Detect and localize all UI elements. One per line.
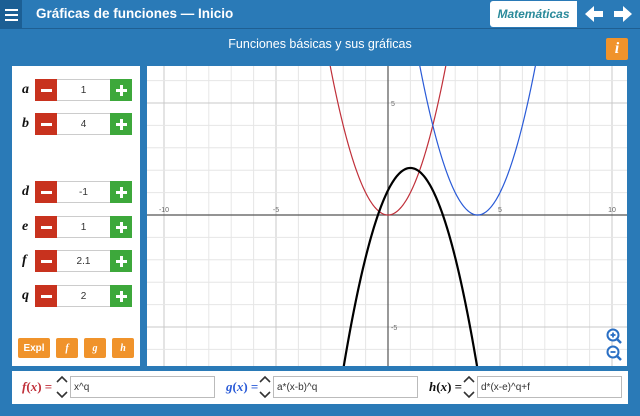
f-curve bbox=[329, 66, 447, 216]
increment-q-button[interactable] bbox=[110, 285, 132, 307]
x-tick-label: 10 bbox=[608, 207, 616, 214]
toggle-f-button[interactable]: f bbox=[56, 338, 78, 358]
decrement-f-button[interactable] bbox=[35, 250, 57, 272]
g-curve bbox=[419, 66, 536, 216]
h-label: h(x) = bbox=[429, 379, 463, 394]
chevron-up-icon[interactable] bbox=[463, 375, 475, 383]
zoom-out-icon bbox=[606, 345, 622, 361]
decrement-a-button[interactable] bbox=[35, 79, 57, 101]
arrow-left-icon bbox=[585, 6, 603, 22]
f-label: f(x) = bbox=[22, 379, 53, 394]
x-tick-label: 5 bbox=[498, 207, 502, 214]
g-stepper[interactable] bbox=[259, 375, 271, 399]
x-tick-label: -10 bbox=[159, 207, 169, 214]
chevron-up-icon[interactable] bbox=[56, 375, 68, 383]
expl-button[interactable]: Expl bbox=[18, 338, 50, 358]
previous-button[interactable] bbox=[581, 2, 607, 26]
page-subtitle: Funciones básicas y sus gráficas bbox=[228, 37, 412, 51]
param-row-e: e 1 bbox=[12, 216, 140, 238]
param-label: a bbox=[22, 82, 29, 97]
param-row-a: a 1 bbox=[12, 79, 140, 101]
increment-a-button[interactable] bbox=[110, 79, 132, 101]
top-bar: Gráficas de funciones — Inicio Matemátic… bbox=[0, 0, 640, 29]
increment-e-button[interactable] bbox=[110, 216, 132, 238]
increment-d-button[interactable] bbox=[110, 181, 132, 203]
value-b-field[interactable]: 4 bbox=[57, 113, 110, 135]
menu-button[interactable] bbox=[0, 0, 22, 29]
value-d-field[interactable]: -1 bbox=[57, 181, 110, 203]
param-label: q bbox=[22, 288, 29, 303]
param-row-q: q 2 bbox=[12, 285, 140, 307]
value-e-field[interactable]: 1 bbox=[57, 216, 110, 238]
hamburger-menu-icon bbox=[4, 8, 18, 11]
graph-canvas[interactable]: -10 -5 5 10 5 -5 bbox=[147, 66, 627, 366]
info-button[interactable]: i bbox=[606, 38, 628, 60]
param-label: f bbox=[22, 253, 27, 268]
y-tick-label: 5 bbox=[391, 101, 395, 108]
param-label: d bbox=[22, 184, 29, 199]
next-button[interactable] bbox=[610, 2, 636, 26]
x-tick-label: -5 bbox=[273, 207, 279, 214]
f-expression-input[interactable]: x^q bbox=[70, 376, 215, 398]
param-row-f: f 2.1 bbox=[12, 250, 140, 272]
arrow-right-icon bbox=[614, 6, 632, 22]
increment-f-button[interactable] bbox=[110, 250, 132, 272]
param-row-b: b 4 bbox=[12, 113, 140, 135]
formula-bar: f(x) = x^q g(x) = a*(x-b)^q h(x) = d*(x-… bbox=[12, 371, 628, 404]
chevron-down-icon[interactable] bbox=[259, 391, 271, 399]
param-label: b bbox=[22, 116, 29, 131]
h-stepper[interactable] bbox=[463, 375, 475, 399]
parameter-panel: a 1 b 4 d -1 e 1 f 2.1 q 2 Expl f g h bbox=[12, 66, 140, 366]
subject-tab[interactable]: Matemáticas bbox=[490, 1, 577, 27]
function-plot: -10 -5 5 10 5 -5 bbox=[147, 66, 627, 366]
chevron-up-icon[interactable] bbox=[259, 375, 271, 383]
y-tick-label: -5 bbox=[391, 325, 397, 332]
chevron-down-icon[interactable] bbox=[56, 391, 68, 399]
chevron-down-icon[interactable] bbox=[463, 391, 475, 399]
decrement-e-button[interactable] bbox=[35, 216, 57, 238]
zoom-in-icon bbox=[606, 328, 622, 344]
h-curve bbox=[342, 166, 479, 366]
g-label: g(x) = bbox=[226, 379, 259, 394]
zoom-out-button[interactable] bbox=[606, 345, 622, 361]
value-f-field[interactable]: 2.1 bbox=[57, 250, 110, 272]
toggle-h-button[interactable]: h bbox=[112, 338, 134, 358]
value-a-field[interactable]: 1 bbox=[57, 79, 110, 101]
decrement-b-button[interactable] bbox=[35, 113, 57, 135]
zoom-in-button[interactable] bbox=[606, 328, 622, 344]
app-title: Gráficas de funciones — Inicio bbox=[36, 6, 234, 21]
f-stepper[interactable] bbox=[56, 375, 68, 399]
param-label: e bbox=[22, 219, 29, 234]
value-q-field[interactable]: 2 bbox=[57, 285, 110, 307]
param-row-d: d -1 bbox=[12, 181, 140, 203]
g-expression-input[interactable]: a*(x-b)^q bbox=[273, 376, 418, 398]
increment-b-button[interactable] bbox=[110, 113, 132, 135]
decrement-d-button[interactable] bbox=[35, 181, 57, 203]
toggle-g-button[interactable]: g bbox=[84, 338, 106, 358]
decrement-q-button[interactable] bbox=[35, 285, 57, 307]
h-expression-input[interactable]: d*(x-e)^q+f bbox=[477, 376, 622, 398]
